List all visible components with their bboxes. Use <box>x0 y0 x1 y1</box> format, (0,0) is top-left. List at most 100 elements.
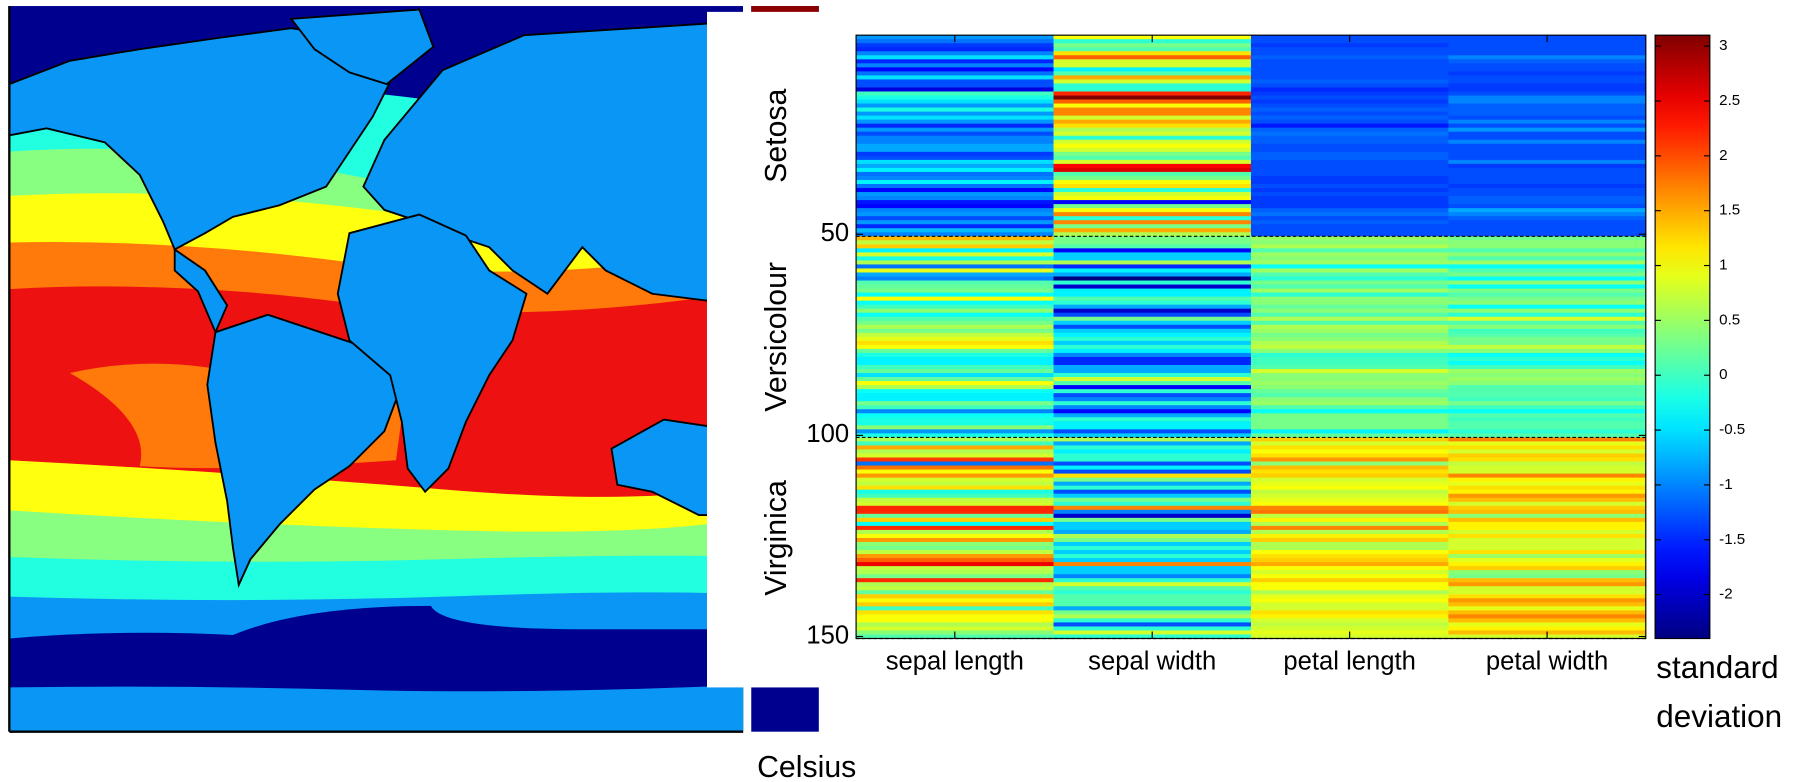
heatmap-cell <box>1053 63 1252 68</box>
heatmap-cell <box>856 171 1054 177</box>
heatmap-cell <box>1448 312 1647 318</box>
heatmap-cell <box>1053 272 1252 277</box>
heatmap-cell <box>1448 240 1647 245</box>
heatmap-cell <box>1448 505 1647 511</box>
heatmap-cell <box>1250 99 1449 105</box>
heatmap-cell <box>856 147 1054 153</box>
heatmap-cell <box>1250 292 1449 298</box>
heatmap-cell <box>1250 304 1449 310</box>
heatmap-cell <box>1053 505 1252 511</box>
heatmap-cell <box>1250 63 1449 68</box>
heatmap-cell <box>856 51 1054 56</box>
heatmap-cell <box>1250 449 1449 454</box>
heatmap-cell <box>1053 582 1252 587</box>
heatmap-cell <box>856 87 1054 92</box>
heatmap-cell <box>1250 465 1449 471</box>
heatmap-cell <box>1448 248 1647 253</box>
heatmap-cell <box>1448 111 1647 117</box>
heatmap-cell <box>1250 574 1449 579</box>
heatmap-cell <box>1250 445 1449 450</box>
heatmap-cell <box>1053 167 1252 173</box>
heatmap-cell <box>1250 373 1449 378</box>
heatmap-cell <box>1053 413 1252 418</box>
heatmap-cell <box>1250 545 1449 551</box>
heatmap-cell <box>1448 228 1647 233</box>
heatmap-cell <box>1448 360 1647 366</box>
heatmap-cell <box>1053 469 1252 475</box>
heatmap-cell <box>1250 409 1449 414</box>
heatmap-cell <box>1053 147 1252 153</box>
heatmap-cell <box>856 449 1054 454</box>
heatmap-cell <box>856 381 1054 386</box>
world-map <box>9 6 744 732</box>
heatmap-cell <box>1053 111 1252 117</box>
heatmap-cell <box>856 272 1054 277</box>
heatmap-cell <box>1448 256 1647 261</box>
heatmap-cell <box>1053 501 1252 507</box>
heatmap-cell <box>1448 179 1647 185</box>
heatmap-cell <box>856 324 1054 330</box>
heatmap-cell <box>856 401 1054 406</box>
heatmap-cell <box>1448 143 1647 149</box>
heatmap-cell <box>856 473 1054 479</box>
heatmap-cell <box>1053 332 1252 338</box>
heatmap-cell <box>1250 586 1449 591</box>
heatmap-cell <box>1250 453 1449 458</box>
heatmap-cell <box>1053 188 1252 193</box>
heatmap-cell <box>1250 179 1449 185</box>
heatmap-cell <box>1053 389 1252 394</box>
heatmap-cell <box>856 433 1054 438</box>
colorbar-label-box: standard deviation <box>1656 650 1782 734</box>
colorbar-tick-label: -0.5 <box>1719 421 1745 438</box>
heatmap-cell <box>856 59 1054 64</box>
heatmap-cell <box>1448 260 1647 265</box>
heatmap-cell <box>856 220 1054 225</box>
heatmap-cell <box>1448 610 1647 615</box>
heatmap-cell <box>1053 533 1252 539</box>
heatmap-cell <box>856 594 1054 599</box>
group-label: Setosa <box>760 88 793 182</box>
heatmap-cell <box>1053 465 1252 471</box>
x-tick-label: sepal width <box>1088 648 1216 676</box>
heatmap-cell <box>856 461 1054 467</box>
heatmap-cell <box>1053 139 1252 145</box>
heatmap-cell <box>1250 95 1449 100</box>
heatmap-cell <box>1053 473 1252 479</box>
heatmap-cell <box>1448 332 1647 338</box>
heatmap-cell <box>1250 622 1449 627</box>
heatmap-cell <box>856 340 1054 346</box>
heatmap-cell <box>1250 537 1449 543</box>
heatmap-cell <box>1448 626 1647 631</box>
heatmap-cell <box>1250 244 1449 249</box>
heatmap-cell <box>1448 369 1647 374</box>
heatmap-cell <box>856 163 1054 169</box>
heatmap-cell <box>1053 373 1252 378</box>
heatmap-cell <box>1250 183 1449 189</box>
heatmap-cell <box>1448 224 1647 229</box>
heatmap-cell <box>1053 228 1252 233</box>
x-tick-label: sepal length <box>886 648 1024 676</box>
heatmap-cell <box>1448 276 1647 281</box>
heatmap-cell <box>1448 497 1647 503</box>
heatmap-cell <box>856 312 1054 318</box>
heatmap-cell <box>1250 348 1449 354</box>
heatmap-cell <box>856 389 1054 394</box>
heatmap-cell <box>856 618 1054 623</box>
heatmap-cell <box>1053 409 1252 414</box>
heatmap-cell <box>1053 461 1252 467</box>
heatmap-cell <box>1250 139 1449 145</box>
heatmap-cell <box>1250 51 1449 56</box>
heatmap-cell <box>856 143 1054 149</box>
heatmap-cell <box>1448 381 1647 386</box>
heatmap-cell <box>856 103 1054 109</box>
heatmap-cell <box>1053 159 1252 165</box>
heatmap-cell <box>1053 312 1252 318</box>
heatmap-cell <box>1448 421 1647 426</box>
heatmap-cell <box>1250 558 1449 563</box>
heatmap-cell <box>856 501 1054 507</box>
colorbar-tick-label: 3 <box>1719 37 1727 54</box>
heatmap-cell <box>1448 272 1647 277</box>
heatmap-cell <box>1250 405 1449 410</box>
heatmap-cell <box>1053 308 1252 314</box>
